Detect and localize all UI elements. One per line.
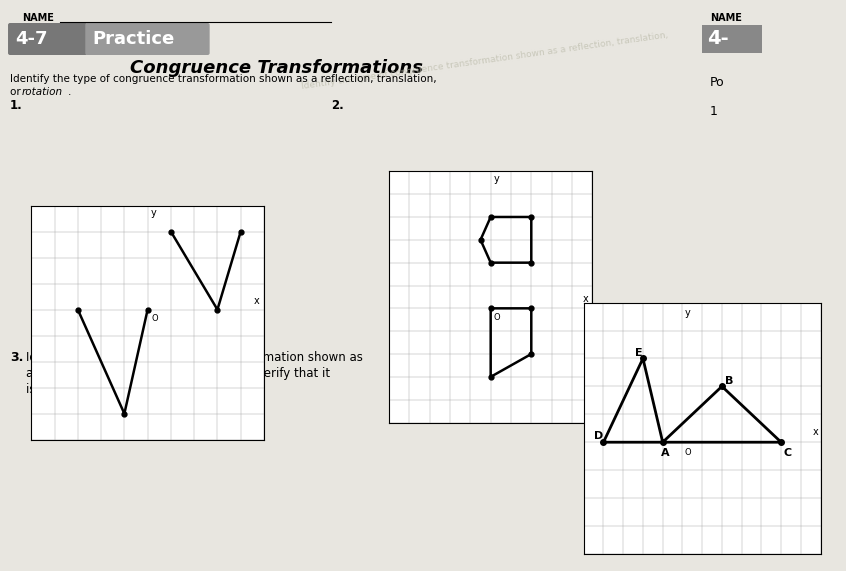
Text: or: or (157, 367, 176, 380)
Text: reflection, translation,: reflection, translation, (38, 367, 168, 380)
Text: Identify the type of congruence transformation shown as a reflection, translatio: Identify the type of congruence transfor… (301, 31, 669, 91)
Text: Po: Po (710, 76, 725, 89)
Text: y: y (684, 308, 690, 318)
Text: O: O (494, 313, 500, 322)
Text: 2.: 2. (331, 99, 343, 112)
Text: 4-7: 4-7 (15, 30, 47, 48)
Text: and verify that it: and verify that it (227, 367, 330, 380)
Text: y: y (494, 174, 499, 184)
Text: y: y (151, 208, 157, 218)
Text: A: A (661, 448, 669, 458)
Text: O: O (684, 448, 691, 457)
Text: NAME: NAME (710, 13, 742, 23)
Text: 1.: 1. (10, 99, 23, 112)
Text: Identify the type of congruence transformation shown as a reflection, translatio: Identify the type of congruence transfor… (10, 74, 437, 84)
Text: D: D (594, 432, 603, 441)
Text: rotation,: rotation, (182, 367, 232, 380)
Text: or: or (10, 87, 24, 97)
Text: B: B (725, 376, 733, 385)
FancyBboxPatch shape (8, 23, 87, 55)
FancyBboxPatch shape (85, 23, 210, 55)
Text: .: . (69, 87, 72, 97)
Text: x: x (813, 427, 819, 437)
Text: x: x (254, 296, 260, 305)
Text: Practice: Practice (92, 30, 174, 48)
Text: E: E (635, 348, 643, 357)
Text: x: x (582, 293, 588, 304)
Text: 4-: 4- (707, 30, 728, 49)
Text: is a congruence transformation.: is a congruence transformation. (26, 383, 216, 396)
Text: C: C (783, 448, 791, 458)
Text: O: O (151, 313, 157, 323)
Text: 3.: 3. (10, 351, 24, 364)
FancyBboxPatch shape (702, 25, 762, 53)
Text: NAME: NAME (22, 13, 54, 23)
Text: a: a (26, 367, 37, 380)
Text: rotation: rotation (22, 87, 63, 97)
Text: 1: 1 (710, 105, 718, 118)
Text: Congruence Transformations: Congruence Transformations (130, 59, 423, 77)
Text: Identify the type of congruence transformation shown as: Identify the type of congruence transfor… (26, 351, 363, 364)
